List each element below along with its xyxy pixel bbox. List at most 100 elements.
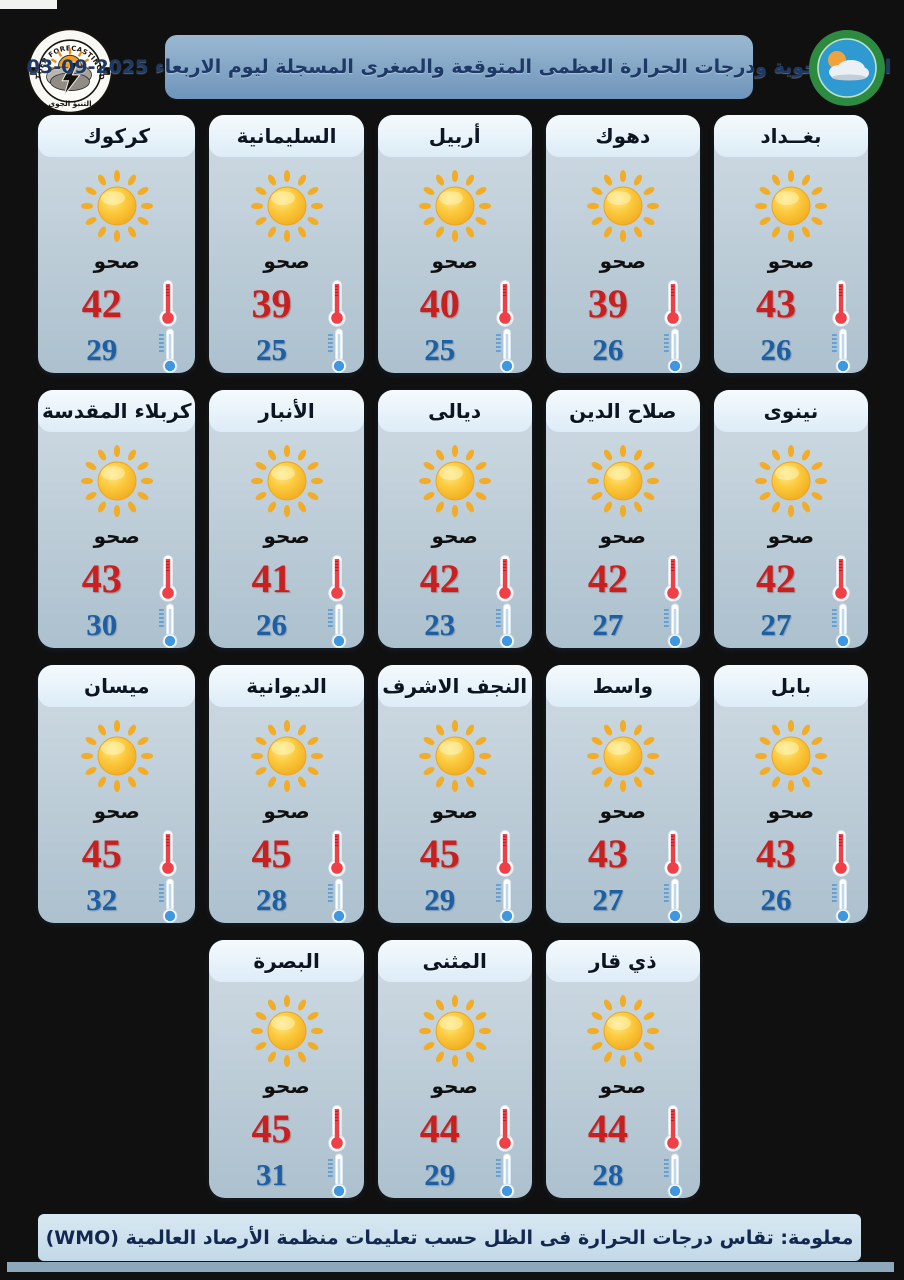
max-temp-value: 43 <box>81 555 122 601</box>
city-name: صلاح الدين <box>545 390 700 432</box>
footer-note: معلومة: تقاس درجات الحرارة فى الظل حسب ت… <box>38 1214 861 1261</box>
sun-icon <box>38 716 195 796</box>
min-temp-row: 23 <box>378 602 532 648</box>
city-name: المثنى <box>377 940 532 982</box>
header: WEATHER FORECASTING DEPT. التنبؤ الجوي ا… <box>7 12 894 115</box>
max-temp-value: 43 <box>755 830 796 876</box>
min-temp-row: 30 <box>38 602 195 648</box>
max-temp-row: 42 <box>714 554 868 602</box>
sun-icon <box>378 441 532 521</box>
min-thermometer-icon <box>155 327 181 373</box>
max-thermometer-icon <box>660 1104 686 1152</box>
min-thermometer-icon <box>155 877 181 923</box>
city-name: ذي قار <box>545 940 700 982</box>
city-name: ميسان <box>38 665 196 707</box>
min-temp-row: 26 <box>546 327 700 373</box>
sun-icon <box>546 441 700 521</box>
sun-icon <box>209 441 363 521</box>
city-weather-card: ديالى <box>377 390 532 648</box>
city-name: بابل <box>713 665 868 707</box>
max-temp-value: 44 <box>587 1105 628 1151</box>
condition-label: صحو <box>767 524 815 548</box>
min-temp-row: 29 <box>38 327 195 373</box>
max-temp-value: 39 <box>251 280 292 326</box>
max-temp-row: 40 <box>378 279 532 327</box>
min-temp-value: 28 <box>256 882 288 917</box>
max-temp-value: 39 <box>587 280 628 326</box>
city-weather-card: الديوانية <box>209 665 364 923</box>
min-temp-value: 26 <box>760 882 792 917</box>
min-temp-row: 26 <box>714 327 868 373</box>
logo-bottom-text: التنبؤ الجوي <box>48 99 91 108</box>
city-weather-card: السليمانية <box>209 115 364 373</box>
max-thermometer-icon <box>324 279 350 327</box>
sun-icon <box>378 716 532 796</box>
city-weather-card: ميسان <box>38 665 196 923</box>
condition-label: صحو <box>431 249 478 273</box>
city-name: الأنبار <box>209 390 364 432</box>
city-weather-card: دهوك <box>545 115 700 373</box>
sun-icon <box>378 991 532 1071</box>
max-temp-row: 42 <box>378 554 532 602</box>
condition-label: صحو <box>599 799 646 823</box>
min-thermometer-icon <box>828 327 854 373</box>
max-temp-row: 44 <box>378 1104 532 1152</box>
max-thermometer-icon <box>324 554 350 602</box>
min-temp-value: 29 <box>424 882 456 917</box>
weather-bulletin: WEATHER FORECASTING DEPT. التنبؤ الجوي ا… <box>7 12 894 1272</box>
city-weather-card: نينوى <box>713 390 868 648</box>
condition-label: صحو <box>431 524 478 548</box>
sun-icon <box>38 166 195 246</box>
city-name: البصرة <box>209 940 364 982</box>
min-temp-row: 26 <box>209 602 363 648</box>
city-name: دهوك <box>545 115 700 157</box>
min-thermometer-icon <box>492 1152 518 1198</box>
min-temp-row: 28 <box>546 1152 700 1198</box>
max-temp-row: 42 <box>38 279 195 327</box>
min-temp-value: 27 <box>760 607 792 642</box>
city-weather-card: الأنبار <box>209 390 364 648</box>
min-temp-row: 27 <box>546 602 700 648</box>
city-weather-card: البصرة <box>209 940 364 1198</box>
min-thermometer-icon <box>492 327 518 373</box>
max-temp-value: 42 <box>419 555 460 601</box>
min-thermometer-icon <box>324 327 350 373</box>
sun-icon <box>546 166 700 246</box>
max-thermometer-icon <box>492 1104 518 1152</box>
min-temp-value: 26 <box>256 607 288 642</box>
sun-icon <box>546 991 700 1071</box>
max-temp-value: 40 <box>419 280 460 326</box>
sun-icon <box>209 991 363 1071</box>
max-temp-row: 44 <box>546 1104 700 1152</box>
condition-label: صحو <box>431 1074 478 1098</box>
min-thermometer-icon <box>155 602 181 648</box>
max-thermometer-icon <box>324 829 350 877</box>
min-thermometer-icon <box>660 602 686 648</box>
max-thermometer-icon <box>660 554 686 602</box>
condition-label: صحو <box>93 524 140 548</box>
min-temp-row: 25 <box>209 327 363 373</box>
cards-grid: بغــداد <box>38 115 868 1198</box>
min-temp-row: 29 <box>378 1152 532 1198</box>
min-temp-value: 25 <box>256 332 288 367</box>
condition-label: صحو <box>599 524 646 548</box>
min-temp-value: 32 <box>86 882 118 917</box>
min-thermometer-icon <box>324 877 350 923</box>
max-temp-row: 45 <box>38 829 195 877</box>
city-weather-card: ذي قار <box>545 940 700 1198</box>
condition-label: صحو <box>767 249 815 273</box>
max-temp-value: 43 <box>587 830 628 876</box>
max-thermometer-icon <box>660 279 686 327</box>
max-thermometer-icon <box>492 554 518 602</box>
max-temp-value: 42 <box>755 555 796 601</box>
max-temp-row: 43 <box>714 829 868 877</box>
condition-label: صحو <box>263 1074 310 1098</box>
sun-icon <box>714 166 868 246</box>
max-thermometer-icon <box>828 554 854 602</box>
min-temp-value: 28 <box>592 1157 624 1192</box>
condition-label: صحو <box>263 249 310 273</box>
min-temp-value: 23 <box>424 607 456 642</box>
max-thermometer-icon <box>324 1104 350 1152</box>
max-temp-value: 45 <box>81 830 122 876</box>
min-temp-row: 27 <box>714 602 868 648</box>
